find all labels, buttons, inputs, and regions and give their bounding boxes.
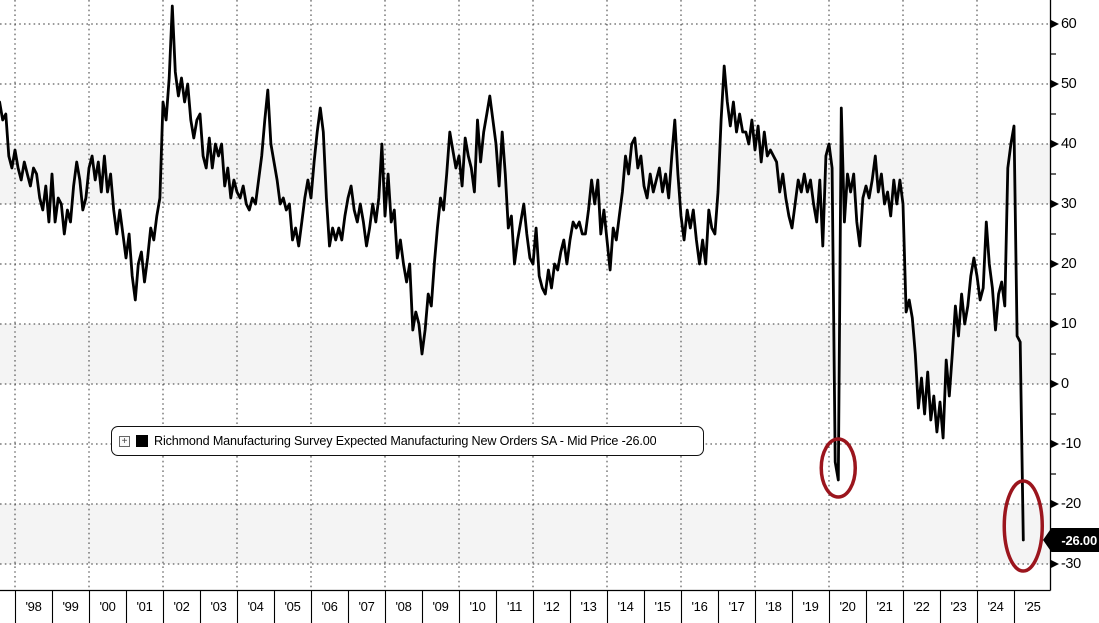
y-tick-arrow-icon [1050,259,1059,269]
plot-band [0,504,1050,564]
x-year-label: '08 [395,599,412,614]
legend-label: Richmond Manufacturing Survey Expected M… [154,434,657,448]
y-tick-label: -30 [1061,556,1081,572]
x-year-label: '10 [469,599,486,614]
x-year-label: '04 [247,599,264,614]
annotation-ellipse [819,437,857,499]
x-year-label: '13 [580,599,597,614]
x-year-label: '25 [1024,599,1041,614]
x-year-label: '06 [321,599,338,614]
y-tick-label: 60 [1061,16,1077,32]
expand-icon[interactable]: + [119,435,130,447]
y-tick-arrow-icon [1050,439,1059,449]
y-tick-label: 0 [1061,376,1069,392]
x-year-label: '18 [765,599,782,614]
y-tick-arrow-icon [1050,379,1059,389]
y-tick-arrow-icon [1050,559,1059,569]
y-tick-arrow-icon [1050,139,1059,149]
x-year-label: '21 [876,599,893,614]
y-tick-label: 20 [1061,256,1077,272]
y-tick-arrow-icon [1050,199,1059,209]
x-year-label: '20 [839,599,856,614]
x-year-label: '03 [210,599,227,614]
x-year-label: '98 [25,599,42,614]
y-tick-arrow-icon [1050,79,1059,89]
x-year-label: '14 [617,599,634,614]
annotation-ellipse [1002,479,1044,573]
x-year-label: '24 [987,599,1004,614]
x-year-label: '19 [802,599,819,614]
x-year-label: '99 [62,599,79,614]
plot-band [0,324,1050,384]
x-year-label: '11 [506,599,523,614]
y-tick-arrow-icon [1050,319,1059,329]
last-price-tag: -26.00 [1043,528,1099,552]
x-year-label: '22 [913,599,930,614]
plot-band [0,144,1050,204]
y-tick-label: 50 [1061,76,1077,92]
x-year-label: '15 [654,599,671,614]
x-year-label: '05 [284,599,301,614]
x-year-label: '02 [173,599,190,614]
y-tick-label: -20 [1061,496,1081,512]
x-year-label: '09 [432,599,449,614]
y-tick-label: -10 [1061,436,1081,452]
y-tick-label: 10 [1061,316,1077,332]
series-line [0,4,1025,542]
x-year-label: '12 [543,599,560,614]
y-tick-label: 30 [1061,196,1077,212]
last-price-value: -26.00 [1061,532,1097,548]
x-year-label: '00 [99,599,116,614]
y-tick-arrow-icon [1050,19,1059,29]
x-year-label: '01 [136,599,153,614]
y-tick-arrow-icon [1050,499,1059,509]
x-year-label: '23 [950,599,967,614]
series-color-swatch [136,435,148,447]
x-year-label: '16 [691,599,708,614]
x-year-label: '17 [728,599,745,614]
x-year-label: '07 [358,599,375,614]
legend-box[interactable]: + Richmond Manufacturing Survey Expected… [111,426,704,456]
y-tick-label: 40 [1061,136,1077,152]
